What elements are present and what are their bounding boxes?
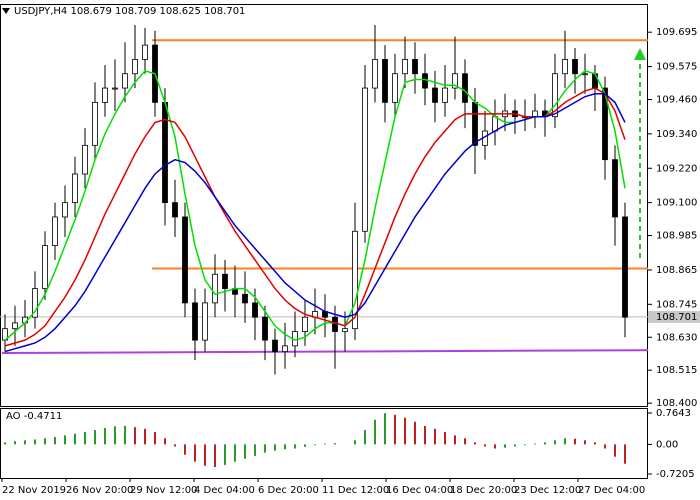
ao-tick-label: 0.00 — [656, 439, 678, 450]
candle-body — [42, 245, 48, 289]
candle-body — [552, 73, 558, 118]
x-tick-label: 29 Nov 12:00 — [130, 485, 197, 496]
candle-body — [212, 273, 218, 304]
candle-body — [412, 59, 418, 75]
ao-tick-label: -0.7205 — [656, 469, 695, 480]
candle-body — [252, 302, 258, 318]
x-tick-label: 18 Dec 20:00 — [450, 485, 517, 496]
y-tick-label: 109.220 — [656, 163, 697, 174]
symbol-icon — [2, 8, 10, 14]
candle-body — [82, 144, 88, 175]
candle-body — [562, 59, 568, 75]
candle-body — [582, 73, 588, 76]
candle-body — [12, 322, 18, 330]
candle-body — [492, 116, 498, 132]
chart-title: USDJPY,H4 108.679 108.709 108.625 108.70… — [14, 6, 245, 17]
candle-body — [262, 316, 268, 341]
candle-body — [72, 173, 78, 204]
candle-body — [432, 87, 438, 103]
candle-body — [572, 59, 578, 75]
x-tick-label: 23 Dec 12:00 — [514, 485, 581, 496]
candle-body — [192, 302, 198, 341]
candle-body — [132, 59, 138, 75]
y-tick-label: 108.630 — [656, 332, 697, 343]
y-tick-label: 108.745 — [656, 299, 697, 310]
y-tick-label: 109.460 — [656, 95, 697, 106]
candle-body — [442, 87, 448, 103]
candle-body — [142, 44, 148, 60]
y-tick-label: 108.515 — [656, 365, 697, 376]
candle-body — [102, 87, 108, 103]
candle-body — [272, 339, 278, 352]
ao-label: AO -0.4711 — [6, 411, 62, 422]
y-tick-label: 108.865 — [656, 265, 697, 276]
current-price-label: 108.701 — [656, 312, 697, 323]
candle-body — [32, 288, 38, 318]
y-tick-label: 109.575 — [656, 62, 697, 73]
candle-body — [342, 328, 348, 332]
candle-body — [112, 87, 118, 90]
x-tick-label: 22 Nov 2019 — [2, 485, 66, 496]
candle-body — [392, 73, 398, 103]
candle-body — [402, 59, 408, 75]
x-tick-label: 27 Dec 04:00 — [578, 485, 645, 496]
y-tick-label: 109.695 — [656, 27, 697, 38]
x-tick-label: 4 Dec 04:00 — [194, 485, 255, 496]
candle-body — [602, 87, 608, 161]
candle-body — [532, 110, 538, 118]
candle-body — [52, 216, 58, 246]
y-tick-label: 109.100 — [656, 198, 697, 209]
candle-body — [422, 73, 428, 89]
ao-tick-label: 0.7643 — [656, 408, 691, 419]
candle-body — [462, 73, 468, 103]
current-price-box — [648, 310, 700, 323]
x-tick-label: 26 Nov 20:00 — [66, 485, 133, 496]
candle-body — [162, 101, 168, 204]
y-tick-label: 109.340 — [656, 129, 697, 140]
main-panel — [0, 4, 648, 407]
candle-body — [372, 59, 378, 89]
candle-body — [62, 202, 68, 218]
candle-body — [612, 159, 618, 218]
candle-body — [172, 202, 178, 218]
x-tick-label: 6 Dec 20:00 — [258, 485, 319, 496]
candle-body — [622, 216, 628, 318]
y-tick-label: 108.985 — [656, 231, 697, 242]
moving-average — [4, 93, 626, 353]
candle-body — [122, 73, 128, 89]
candle-body — [352, 230, 358, 330]
candle-body — [472, 101, 478, 146]
x-tick-label: 16 Dec 04:00 — [386, 485, 453, 496]
candle-body — [92, 101, 98, 146]
candle-body — [222, 273, 228, 289]
candle-body — [182, 216, 188, 304]
y-tick-label: 108.400 — [656, 398, 697, 409]
candle-body — [382, 59, 388, 103]
level-line — [1, 349, 649, 355]
candle-body — [202, 302, 208, 341]
candle-body — [302, 316, 308, 332]
moving-average — [4, 87, 626, 347]
candle-body — [242, 293, 248, 304]
x-tick-label: 11 Dec 12:00 — [322, 485, 389, 496]
candle-body — [362, 87, 368, 232]
candle-body — [452, 73, 458, 89]
ao-panel — [0, 408, 648, 479]
forecast-arrow-head — [634, 48, 646, 60]
candle-body — [282, 345, 288, 352]
candle-body — [332, 316, 338, 332]
